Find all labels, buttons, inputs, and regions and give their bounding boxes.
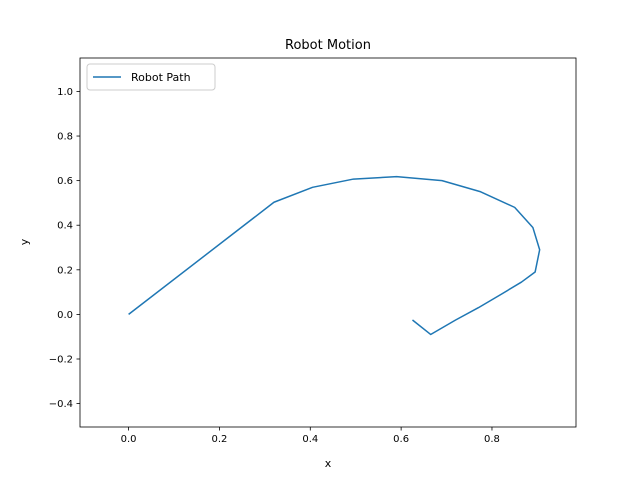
- legend-label-robot-path: Robot Path: [131, 71, 191, 84]
- y-tick-label: −0.4: [49, 399, 73, 410]
- y-tick-label: 0.2: [57, 265, 73, 276]
- x-axis: 0.0 0.2 0.4 0.6 0.8: [121, 427, 500, 445]
- x-tick-label: 0.6: [393, 434, 409, 445]
- x-tick-label: 0.2: [211, 434, 227, 445]
- series-layer: [128, 175, 541, 336]
- y-tick-label: −0.2: [49, 354, 73, 365]
- x-tick-label: 0.4: [302, 434, 318, 445]
- plot-background: [80, 58, 576, 427]
- y-tick-label: 1.0: [57, 87, 73, 98]
- plot-frame: [79, 57, 577, 428]
- plot-area: [79, 57, 577, 428]
- x-tick-label: 0.8: [484, 434, 500, 445]
- y-axis-label: y: [18, 238, 31, 245]
- y-tick-label: 0.4: [57, 221, 73, 232]
- y-axis: −0.4 −0.2 0.0 0.2 0.4 0.6 0.8 1.0: [49, 87, 80, 410]
- y-tick-label: 0.8: [57, 132, 73, 143]
- series-line-robot-path: [128, 175, 541, 336]
- y-tick-label: 0.6: [57, 176, 73, 187]
- legend-box: [86, 63, 216, 91]
- chart-title: Robot Motion: [285, 38, 371, 53]
- y-tick-label: 0.0: [57, 310, 73, 321]
- x-axis-label: x: [325, 457, 332, 470]
- legend: Robot Path: [86, 63, 216, 91]
- x-tick-label: 0.0: [121, 434, 137, 445]
